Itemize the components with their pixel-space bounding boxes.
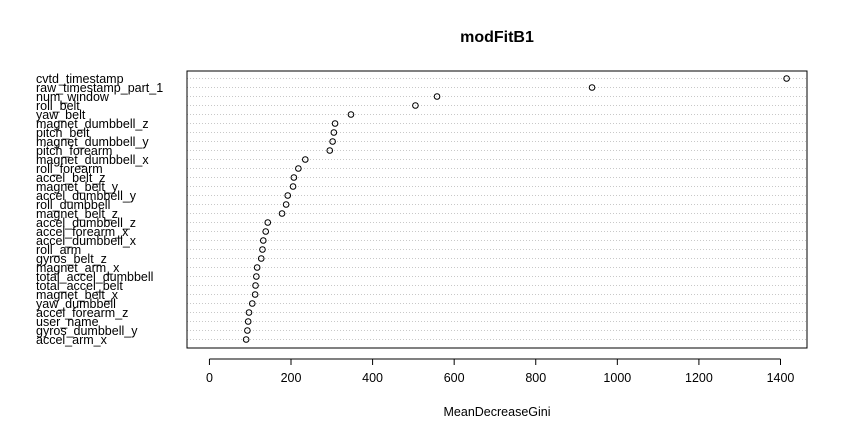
variable-label: cvtd_timestamp (36, 72, 124, 86)
variable-label: accel_belt_z (36, 171, 106, 185)
data-point (242, 336, 250, 343)
variable-label: roll_belt (36, 99, 80, 113)
variable-label: accel_dumbbell_z (36, 216, 136, 230)
variable-label: accel_arm_x (36, 333, 108, 347)
x-tick-label: 0 (206, 371, 213, 385)
data-point (290, 174, 298, 181)
x-tick-label: 200 (281, 371, 302, 385)
variable-label: pitch_belt (36, 126, 90, 140)
variable-label: accel_dumbbell_y (36, 189, 137, 203)
variable-label: magnet_belt_y (36, 180, 119, 194)
variable-label: gyros_dumbbell_y (36, 324, 138, 338)
data-point (244, 318, 252, 325)
data-point (248, 300, 256, 307)
variable-label: yaw_dumbbell (36, 297, 116, 311)
data-point (244, 327, 251, 334)
data-point (259, 246, 266, 253)
x-tick-label: 400 (362, 371, 383, 385)
chart-title: modFitB1 (460, 29, 534, 46)
variable-label: total_accel_belt (36, 279, 123, 293)
data-point (330, 129, 338, 136)
variable-label: total_accel_dumbbell (36, 270, 153, 284)
data-point (245, 309, 253, 316)
data-point (326, 147, 334, 154)
x-axis-label: MeanDecreaseGini (444, 405, 551, 419)
data-point (253, 264, 261, 271)
data-point (251, 291, 259, 298)
data-point (264, 219, 272, 226)
variable-label: roll_arm (36, 243, 81, 257)
data-points (242, 75, 790, 343)
x-axis: 0 200 400 600 800 1000 1200 1400 (206, 358, 795, 385)
data-point (347, 111, 355, 118)
variable-label: roll_dumbbell (36, 198, 110, 212)
x-tick-label: 1200 (685, 371, 713, 385)
x-tick-label: 1000 (603, 371, 631, 385)
data-point (262, 228, 270, 235)
variable-label: magnet_arm_x (36, 261, 120, 275)
variable-label: num_window (36, 90, 110, 104)
variable-label: user_name (36, 315, 99, 329)
plot-frame (186, 70, 808, 349)
data-point (257, 255, 265, 262)
x-tick-label: 800 (525, 371, 546, 385)
data-point (284, 192, 292, 199)
data-point (331, 120, 339, 127)
variable-label: magnet_dumbbell_y (36, 135, 149, 149)
variable-label: pitch_forearm (36, 144, 112, 158)
variable-label: magnet_dumbbell_z (36, 117, 149, 131)
x-tick-label: 600 (444, 371, 465, 385)
variable-label: magnet_belt_z (36, 207, 118, 221)
variable-label: raw_timestamp_part_1 (36, 81, 163, 95)
x-tick-label: 1400 (767, 371, 795, 385)
data-point (588, 84, 596, 91)
data-point (783, 75, 790, 82)
data-point (253, 273, 260, 280)
data-point (259, 237, 267, 244)
data-point (295, 165, 302, 172)
data-point (433, 93, 441, 100)
grid-lines (187, 78, 807, 340)
data-point (278, 210, 286, 217)
variable-label: roll_forearm (36, 162, 103, 176)
data-point (282, 201, 290, 208)
variable-label: accel_dumbbell_x (36, 234, 137, 248)
data-point (301, 156, 309, 163)
variable-labels: cvtd_timestampraw_timestamp_part_1num_wi… (36, 72, 163, 347)
data-point (329, 138, 336, 145)
variable-label: yaw_belt (36, 108, 86, 122)
data-point (289, 183, 297, 190)
data-point (252, 282, 259, 289)
variable-label: magnet_dumbbell_x (36, 153, 149, 167)
variable-label: accel_forearm_z (36, 306, 128, 320)
variable-label: accel_forearm_x (36, 225, 129, 239)
data-point (412, 102, 419, 109)
variable-label: gyros_belt_z (36, 252, 107, 266)
variable-label: magnet_belt_x (36, 288, 119, 302)
